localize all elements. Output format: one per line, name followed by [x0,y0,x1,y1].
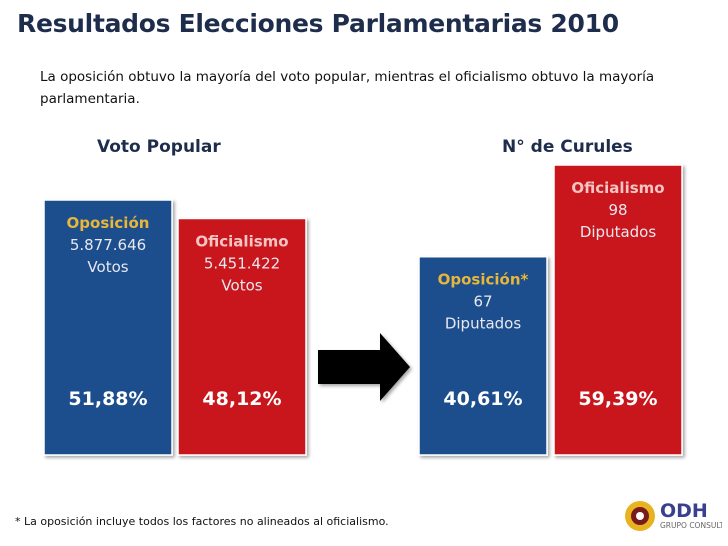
bar-percent-label: 48,12% [202,388,281,410]
bar-curules-oficialismo [553,164,683,456]
bar-curules-oposicion [418,255,548,456]
bar-value-label: 5.877.646 [70,236,146,254]
bar-value-label: 98 [608,201,627,219]
footnote: * La oposición incluye todos los factore… [15,515,389,528]
bar-value-label: 5.451.422 [204,254,280,272]
bar-unit-label: Votos [221,276,262,294]
bar-percent-label: 59,39% [578,388,657,410]
right-arrow-icon [318,333,410,401]
bar-category-label: Oficialismo [571,179,664,197]
subtitle-text: La oposición obtuvo la mayoría del voto … [40,69,655,107]
page-title: Resultados Elecciones Parlamentarias 201… [17,9,619,38]
bar-value-label: 67 [473,293,492,311]
bar-votos-oposicion [43,199,173,456]
bar-votos-oficialismo [177,217,307,456]
bar-category-label: Oficialismo [195,232,288,250]
bar-category-label: Oposición [67,214,150,232]
chart-title-curules: N° de Curules [502,137,633,157]
bar-unit-label: Diputados [445,315,522,333]
bar-unit-label: Votos [87,258,128,276]
odh-logo: ODH GRUPO CONSULTOR [625,500,722,531]
bar-percent-label: 51,88% [68,388,147,410]
bar-percent-label: 40,61% [443,388,522,410]
svg-text:GRUPO CONSULTOR: GRUPO CONSULTOR [660,521,722,530]
svg-text:ODH: ODH [660,500,708,522]
bar-unit-label: Diputados [580,223,657,241]
chart-title-voto-popular: Voto Popular [97,137,221,157]
bar-category-label: Oposición* [438,271,529,289]
